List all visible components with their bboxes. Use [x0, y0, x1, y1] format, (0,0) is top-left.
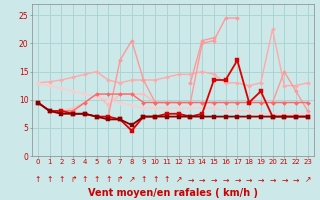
Text: ↑: ↑ — [82, 175, 88, 184]
Text: →: → — [234, 175, 241, 184]
Text: →: → — [293, 175, 299, 184]
Text: →: → — [187, 175, 194, 184]
Text: ↑: ↑ — [93, 175, 100, 184]
Text: →: → — [199, 175, 205, 184]
Text: ↗: ↗ — [305, 175, 311, 184]
Text: ↑: ↑ — [46, 175, 53, 184]
Text: ↱: ↱ — [70, 175, 76, 184]
Text: ↑: ↑ — [152, 175, 158, 184]
Text: ↑: ↑ — [164, 175, 170, 184]
Text: ↑: ↑ — [105, 175, 111, 184]
X-axis label: Vent moyen/en rafales ( km/h ): Vent moyen/en rafales ( km/h ) — [88, 188, 258, 198]
Text: →: → — [246, 175, 252, 184]
Text: ↑: ↑ — [140, 175, 147, 184]
Text: →: → — [222, 175, 229, 184]
Text: ↑: ↑ — [35, 175, 41, 184]
Text: ↑: ↑ — [58, 175, 65, 184]
Text: ↗: ↗ — [129, 175, 135, 184]
Text: →: → — [281, 175, 287, 184]
Text: ↗: ↗ — [175, 175, 182, 184]
Text: →: → — [211, 175, 217, 184]
Text: →: → — [269, 175, 276, 184]
Text: ↱: ↱ — [117, 175, 123, 184]
Text: →: → — [258, 175, 264, 184]
